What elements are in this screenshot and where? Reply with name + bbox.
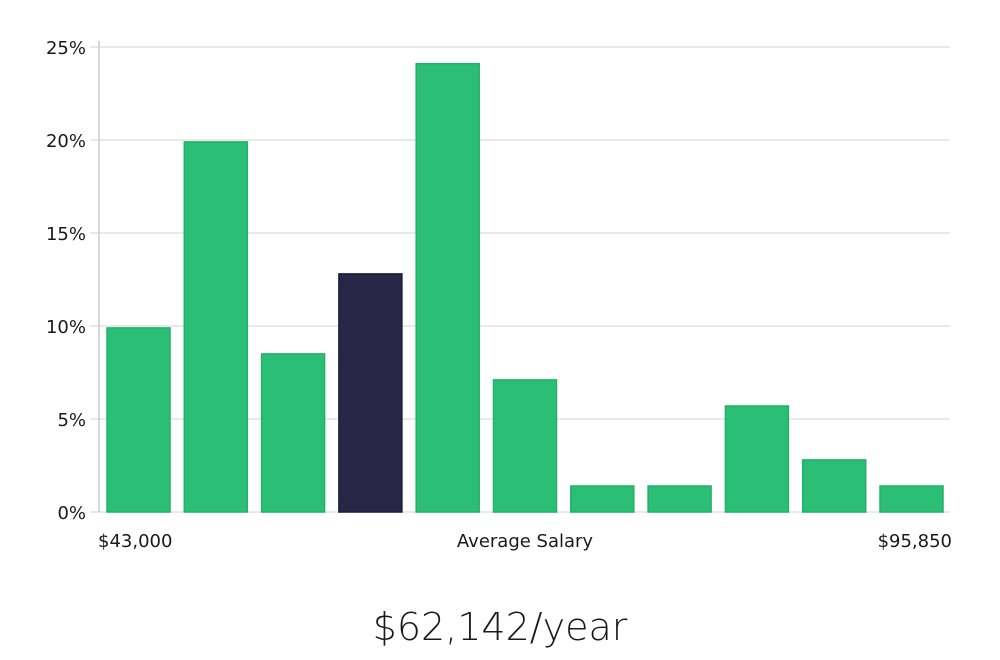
bar bbox=[724, 405, 790, 513]
bar bbox=[415, 62, 480, 513]
x-min-label: $43,000 bbox=[98, 531, 172, 552]
y-tick-label: 15% bbox=[46, 224, 86, 245]
y-tick-label: 5% bbox=[57, 410, 86, 431]
bar bbox=[260, 353, 326, 513]
y-tick-label: 10% bbox=[46, 317, 86, 338]
y-tick-label: 25% bbox=[46, 38, 86, 59]
x-axis-title: Average Salary bbox=[457, 531, 594, 552]
salary-histogram: 0%5%10%15%20%25% $43,000 Average Salary … bbox=[46, 38, 952, 552]
average-salary-value: $62,142/year bbox=[372, 605, 628, 649]
bar bbox=[570, 485, 635, 513]
bar bbox=[801, 459, 867, 513]
bar bbox=[879, 485, 944, 513]
bar bbox=[647, 485, 712, 513]
bar-highlighted bbox=[338, 273, 403, 513]
y-tick-label: 20% bbox=[46, 131, 86, 152]
bar bbox=[183, 141, 249, 513]
y-tick-label: 0% bbox=[57, 503, 86, 524]
x-max-label: $95,850 bbox=[878, 531, 952, 552]
bar bbox=[106, 327, 171, 513]
bar bbox=[492, 379, 558, 513]
y-axis-ticks: 0% 5% 10% 15% 20% 25% bbox=[46, 38, 86, 524]
bars bbox=[106, 62, 944, 513]
